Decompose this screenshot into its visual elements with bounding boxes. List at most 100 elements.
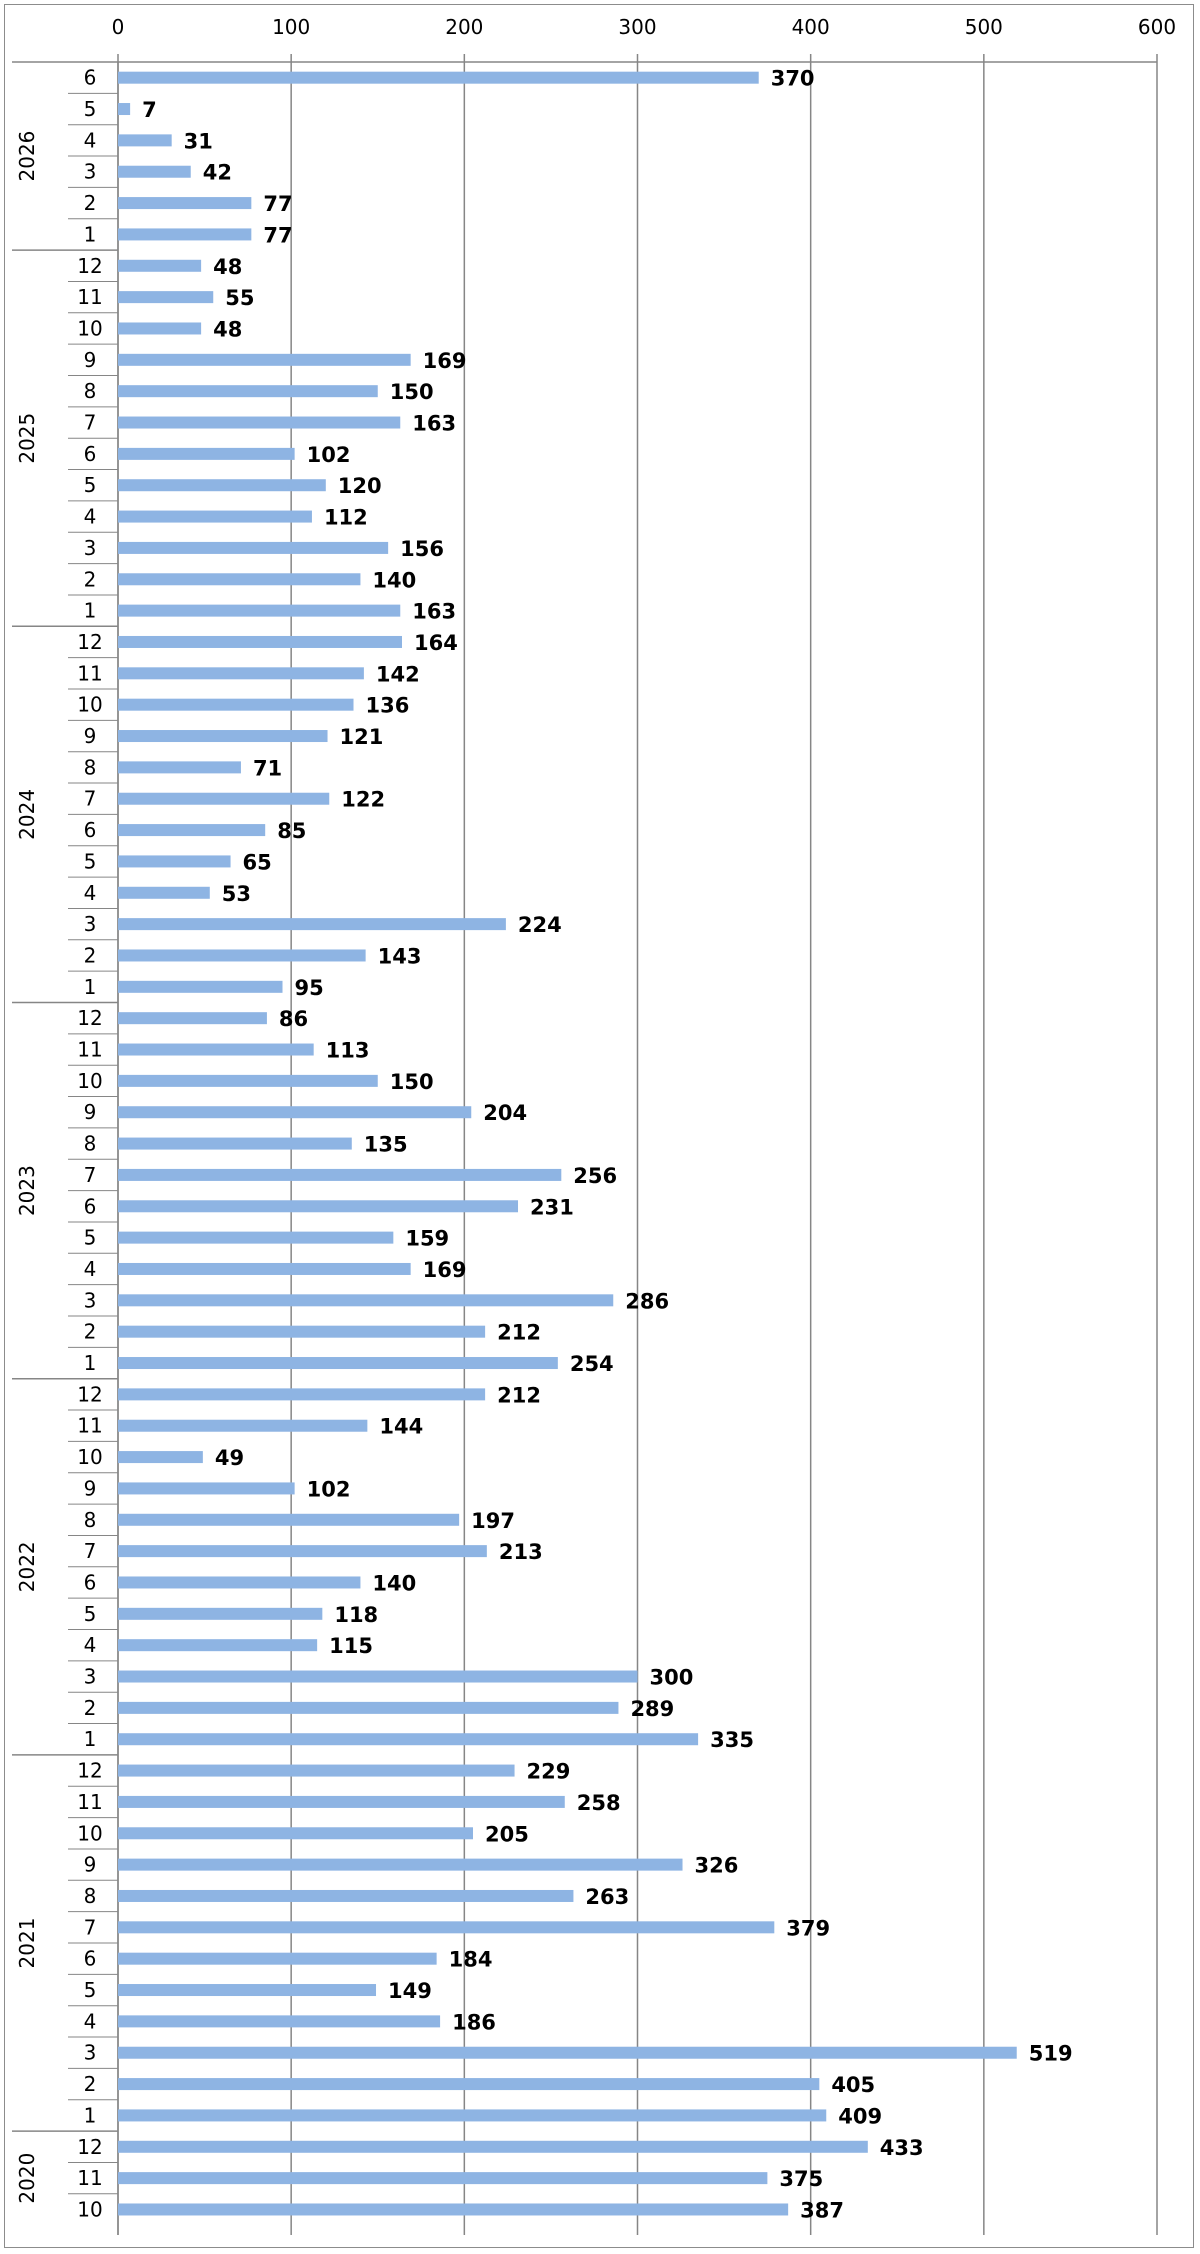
bar bbox=[118, 1733, 699, 1746]
value-label: 77 bbox=[263, 192, 292, 216]
bar bbox=[118, 259, 202, 272]
bar bbox=[118, 2078, 820, 2091]
month-label: 11 bbox=[77, 1038, 102, 1062]
value-label: 65 bbox=[243, 850, 272, 874]
value-label: 197 bbox=[471, 1509, 515, 1533]
month-label: 9 bbox=[84, 348, 97, 372]
month-label: 7 bbox=[84, 787, 97, 811]
month-label: 10 bbox=[77, 1821, 102, 1845]
month-label: 9 bbox=[84, 1853, 97, 1877]
bar bbox=[118, 1482, 295, 1495]
month-label: 7 bbox=[84, 1539, 97, 1563]
month-label: 4 bbox=[84, 128, 97, 152]
bar bbox=[118, 1764, 515, 1777]
value-label: 213 bbox=[499, 1540, 543, 1564]
value-label: 7 bbox=[142, 98, 157, 122]
x-tick-label: 0 bbox=[112, 15, 125, 39]
bar bbox=[118, 2015, 441, 2028]
value-label: 335 bbox=[710, 1728, 754, 1752]
bar bbox=[118, 1200, 519, 1213]
value-label: 135 bbox=[364, 1133, 408, 1157]
x-tick-label: 100 bbox=[272, 15, 310, 39]
value-label: 186 bbox=[452, 2010, 496, 2034]
value-label: 113 bbox=[326, 1039, 370, 1063]
value-label: 49 bbox=[215, 1446, 244, 1470]
month-label: 1 bbox=[84, 1727, 97, 1751]
year-label: 2022 bbox=[15, 1541, 39, 1592]
month-label: 5 bbox=[84, 849, 97, 873]
bar bbox=[118, 792, 330, 805]
bar bbox=[118, 918, 506, 931]
value-label: 370 bbox=[771, 67, 815, 91]
bar bbox=[118, 1451, 203, 1464]
month-label: 12 bbox=[77, 1759, 102, 1783]
month-label: 10 bbox=[77, 2197, 102, 2221]
value-label: 31 bbox=[184, 129, 213, 153]
value-label: 169 bbox=[423, 1258, 467, 1282]
month-label: 3 bbox=[84, 2041, 97, 2065]
value-label: 289 bbox=[630, 1697, 674, 1721]
value-label: 48 bbox=[213, 317, 242, 341]
bar bbox=[118, 1419, 368, 1432]
bar bbox=[118, 1325, 486, 1338]
month-label: 3 bbox=[84, 160, 97, 184]
month-label: 12 bbox=[77, 630, 102, 654]
bar bbox=[118, 1168, 562, 1181]
month-label: 3 bbox=[84, 912, 97, 936]
month-label: 2 bbox=[84, 567, 97, 591]
value-label: 164 bbox=[414, 631, 458, 655]
value-label: 95 bbox=[295, 976, 324, 1000]
month-label: 8 bbox=[84, 1508, 97, 1532]
value-label: 121 bbox=[340, 725, 384, 749]
month-label: 12 bbox=[77, 1006, 102, 1030]
value-label: 204 bbox=[483, 1101, 527, 1125]
value-label: 136 bbox=[366, 694, 410, 718]
bar bbox=[118, 385, 378, 398]
value-label: 120 bbox=[338, 474, 382, 498]
value-label: 122 bbox=[341, 788, 385, 812]
value-label: 53 bbox=[222, 882, 251, 906]
month-label: 6 bbox=[84, 1947, 97, 1971]
bar bbox=[118, 1952, 437, 1965]
value-label: 519 bbox=[1029, 2042, 1073, 2066]
value-label: 286 bbox=[625, 1289, 669, 1313]
year-label: 2025 bbox=[15, 413, 39, 464]
value-label: 212 bbox=[497, 1383, 541, 1407]
month-label: 5 bbox=[84, 1978, 97, 2002]
value-label: 144 bbox=[379, 1415, 423, 1439]
value-label: 256 bbox=[573, 1164, 617, 1188]
bar bbox=[118, 322, 202, 335]
bar bbox=[118, 1357, 558, 1370]
bar bbox=[118, 541, 389, 554]
value-label: 48 bbox=[213, 255, 242, 279]
bar bbox=[118, 1607, 323, 1620]
month-label: 3 bbox=[84, 1665, 97, 1689]
bar bbox=[118, 2140, 868, 2153]
month-label: 11 bbox=[77, 1414, 102, 1438]
bar bbox=[118, 1262, 411, 1275]
bar bbox=[118, 1043, 314, 1056]
x-tick-label: 200 bbox=[445, 15, 483, 39]
month-label: 1 bbox=[84, 2103, 97, 2127]
bar bbox=[118, 730, 328, 743]
value-label: 85 bbox=[277, 819, 306, 843]
value-label: 42 bbox=[203, 161, 232, 185]
month-label: 9 bbox=[84, 724, 97, 748]
bar bbox=[118, 1639, 318, 1652]
bar bbox=[118, 1012, 267, 1025]
bar bbox=[118, 165, 191, 178]
month-label: 2 bbox=[84, 2072, 97, 2096]
value-label: 326 bbox=[695, 1854, 739, 1878]
x-tick-label: 600 bbox=[1138, 15, 1176, 39]
year-label: 2020 bbox=[15, 2153, 39, 2204]
value-label: 300 bbox=[650, 1666, 694, 1690]
bar bbox=[118, 635, 402, 648]
bar bbox=[118, 197, 252, 210]
bar bbox=[118, 416, 401, 429]
month-label: 10 bbox=[77, 693, 102, 717]
bar bbox=[118, 1795, 565, 1808]
value-label: 229 bbox=[527, 1760, 571, 1784]
bar bbox=[118, 1074, 378, 1087]
value-label: 379 bbox=[786, 1916, 830, 1940]
